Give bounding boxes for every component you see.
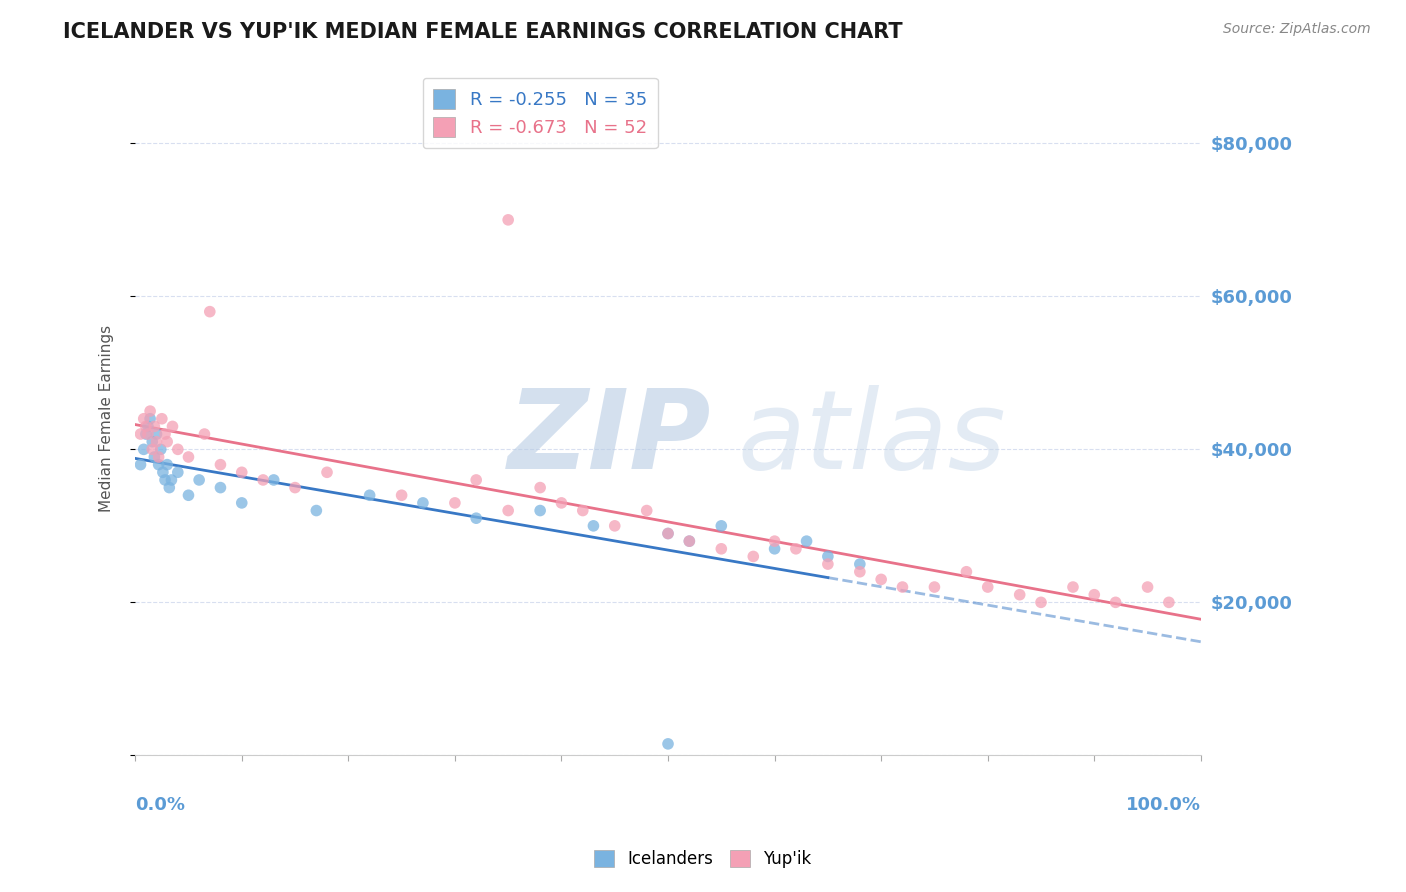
Point: [785, 541, 807, 556]
Point: [156, 458, 179, 472]
Point: [1062, 580, 1084, 594]
Point: [143, 419, 166, 434]
Point: [156, 434, 179, 449]
Point: [1136, 580, 1159, 594]
Point: [209, 458, 232, 472]
Point: [636, 503, 658, 517]
Point: [849, 557, 872, 571]
Point: [141, 434, 163, 449]
Point: [657, 526, 679, 541]
Y-axis label: Median Female Earnings: Median Female Earnings: [100, 326, 114, 512]
Point: [817, 557, 839, 571]
Point: [359, 488, 381, 502]
Point: [710, 541, 733, 556]
Point: [153, 473, 176, 487]
Point: [678, 534, 700, 549]
Point: [177, 488, 200, 502]
Text: 100.0%: 100.0%: [1126, 796, 1201, 814]
Point: [977, 580, 1000, 594]
Point: [145, 434, 167, 449]
Point: [1008, 588, 1031, 602]
Point: [157, 481, 180, 495]
Point: [305, 503, 328, 517]
Point: [129, 427, 152, 442]
Point: [132, 411, 155, 425]
Point: [955, 565, 977, 579]
Text: ZIP: ZIP: [508, 385, 711, 492]
Point: [817, 549, 839, 564]
Point: [152, 465, 174, 479]
Point: [136, 427, 159, 442]
Point: [496, 212, 519, 227]
Point: [710, 519, 733, 533]
Point: [198, 304, 221, 318]
Point: [412, 496, 434, 510]
Point: [742, 549, 765, 564]
Point: [529, 503, 551, 517]
Point: [136, 419, 159, 434]
Text: ICELANDER VS YUP'IK MEDIAN FEMALE EARNINGS CORRELATION CHART: ICELANDER VS YUP'IK MEDIAN FEMALE EARNIN…: [63, 22, 903, 42]
Point: [188, 473, 211, 487]
Point: [231, 496, 253, 510]
Point: [657, 737, 679, 751]
Point: [209, 481, 232, 495]
Point: [582, 519, 605, 533]
Point: [166, 465, 188, 479]
Point: [143, 450, 166, 464]
Point: [496, 503, 519, 517]
Legend: R = -0.255   N = 35, R = -0.673   N = 52: R = -0.255 N = 35, R = -0.673 N = 52: [423, 78, 658, 148]
Point: [145, 427, 167, 442]
Point: [153, 427, 176, 442]
Point: [149, 442, 172, 457]
Point: [135, 419, 157, 434]
Point: [132, 442, 155, 457]
Point: [263, 473, 285, 487]
Point: [193, 427, 215, 442]
Point: [316, 465, 339, 479]
Point: [148, 450, 170, 464]
Point: [231, 465, 253, 479]
Point: [141, 442, 163, 457]
Point: [657, 526, 679, 541]
Point: [139, 404, 162, 418]
Point: [849, 565, 872, 579]
Point: [1104, 595, 1126, 609]
Point: [177, 450, 200, 464]
Point: [1157, 595, 1180, 609]
Point: [166, 442, 188, 457]
Point: [252, 473, 274, 487]
Text: atlas: atlas: [737, 385, 1005, 492]
Point: [1029, 595, 1052, 609]
Point: [129, 458, 152, 472]
Point: [1083, 588, 1105, 602]
Point: [160, 473, 183, 487]
Point: [465, 473, 488, 487]
Point: [150, 411, 173, 425]
Point: [444, 496, 467, 510]
Point: [924, 580, 946, 594]
Point: [529, 481, 551, 495]
Point: [678, 534, 700, 549]
Point: [465, 511, 488, 525]
Legend: Icelanders, Yup'ik: Icelanders, Yup'ik: [588, 843, 818, 875]
Point: [603, 519, 626, 533]
Text: 0.0%: 0.0%: [135, 796, 186, 814]
Point: [135, 427, 157, 442]
Point: [571, 503, 593, 517]
Point: [763, 534, 786, 549]
Point: [162, 419, 184, 434]
Point: [796, 534, 818, 549]
Point: [763, 541, 786, 556]
Point: [139, 411, 162, 425]
Point: [284, 481, 307, 495]
Point: [148, 458, 170, 472]
Point: [391, 488, 413, 502]
Point: [891, 580, 914, 594]
Point: [870, 573, 893, 587]
Point: [550, 496, 572, 510]
Text: Source: ZipAtlas.com: Source: ZipAtlas.com: [1223, 22, 1371, 37]
